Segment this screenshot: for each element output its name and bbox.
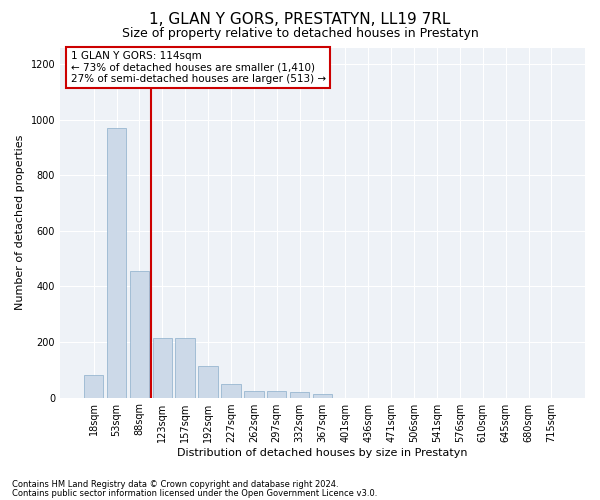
Text: Size of property relative to detached houses in Prestatyn: Size of property relative to detached ho… xyxy=(122,28,478,40)
X-axis label: Distribution of detached houses by size in Prestatyn: Distribution of detached houses by size … xyxy=(177,448,468,458)
Bar xyxy=(244,390,263,398)
Bar xyxy=(199,366,218,398)
Text: 1 GLAN Y GORS: 114sqm
← 73% of detached houses are smaller (1,410)
27% of semi-d: 1 GLAN Y GORS: 114sqm ← 73% of detached … xyxy=(71,51,326,84)
Bar xyxy=(290,392,310,398)
Bar xyxy=(175,338,195,398)
Text: Contains public sector information licensed under the Open Government Licence v3: Contains public sector information licen… xyxy=(12,488,377,498)
Bar xyxy=(84,376,103,398)
Bar xyxy=(130,271,149,398)
Y-axis label: Number of detached properties: Number of detached properties xyxy=(15,135,25,310)
Bar xyxy=(267,391,286,398)
Bar xyxy=(313,394,332,398)
Text: 1, GLAN Y GORS, PRESTATYN, LL19 7RL: 1, GLAN Y GORS, PRESTATYN, LL19 7RL xyxy=(149,12,451,28)
Text: Contains HM Land Registry data © Crown copyright and database right 2024.: Contains HM Land Registry data © Crown c… xyxy=(12,480,338,489)
Bar xyxy=(152,338,172,398)
Bar xyxy=(107,128,126,398)
Bar xyxy=(221,384,241,398)
